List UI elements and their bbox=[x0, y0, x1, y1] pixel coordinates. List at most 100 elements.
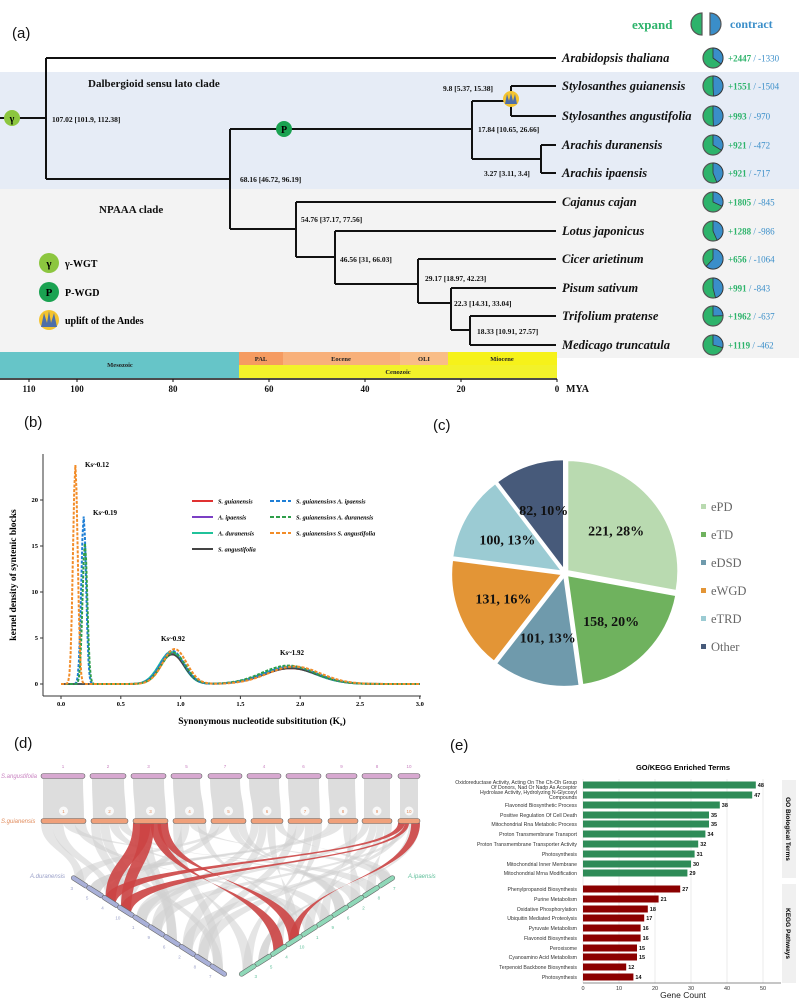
chromosome-number: 5 bbox=[86, 896, 89, 901]
taxon-row: Arabidopsis thaliana +2447 / -1330 bbox=[561, 47, 780, 69]
epoch-pal-label: PAL bbox=[255, 356, 268, 363]
node-age-arachis: 3.27 [3.11, 3.4] bbox=[484, 169, 530, 178]
pie-slice-label: 100, 13% bbox=[479, 534, 535, 549]
chromosome-bar bbox=[362, 885, 380, 898]
synteny-ribbon bbox=[92, 778, 126, 819]
time-tick-label: 20 bbox=[457, 384, 467, 394]
andes-legend-icon bbox=[39, 310, 59, 330]
gene-family-counts: +1805 / -845 bbox=[728, 198, 775, 208]
synteny-ribbon bbox=[400, 778, 418, 819]
bar-label: Purine Metabolism bbox=[534, 897, 577, 903]
bar-value: 16 bbox=[643, 936, 649, 942]
gene-family-counts: +921 / -472 bbox=[728, 141, 770, 151]
synteny-ribbon bbox=[304, 823, 385, 935]
legend-label: S. angustifolia bbox=[218, 547, 256, 554]
taxon-row: Arachis duranensis +921 / -472 bbox=[561, 134, 770, 156]
bar-label: Mitochondrial Mrna Modification bbox=[504, 871, 577, 877]
expand-count: +993 bbox=[728, 112, 747, 122]
gene-family-counts: +1551 / -1504 bbox=[728, 82, 780, 92]
legend-label: eTRD bbox=[711, 612, 742, 626]
taxon-row: Cajanus cajan +1805 / -845 bbox=[562, 191, 775, 213]
chromosome-bar bbox=[210, 818, 247, 824]
annotation-ks-192: Ks~1.92 bbox=[280, 649, 305, 657]
chromosome-number: 6 bbox=[163, 945, 166, 950]
expansion-contraction-pie-icon bbox=[702, 191, 724, 213]
gamma-legend-icon bbox=[39, 253, 59, 273]
bar-value: 16 bbox=[643, 926, 649, 932]
chromosome-bar bbox=[172, 818, 207, 824]
pie-slice-eWGD bbox=[450, 558, 565, 664]
expand-count: +1119 bbox=[728, 341, 751, 351]
genome-label: A.ipaensis bbox=[407, 874, 436, 880]
taxon-row: Trifolium pratense +1962 / -637 bbox=[562, 305, 775, 327]
bar bbox=[583, 944, 637, 952]
y-tick-label: 10 bbox=[32, 589, 39, 596]
chromosome-bar bbox=[163, 934, 181, 947]
chromosome-bar bbox=[331, 905, 349, 918]
chromosome-number: 3 bbox=[254, 974, 257, 979]
pie-slice-eTRD bbox=[451, 481, 565, 573]
chromosome-number: 4 bbox=[188, 809, 191, 814]
chromosome-bar bbox=[347, 895, 364, 908]
pie-slice-eTD bbox=[565, 573, 678, 687]
gamma-symbol: γ bbox=[9, 114, 15, 125]
taxon-row: Stylosanthes guianensis +1551 / -1504 bbox=[562, 75, 780, 97]
node-age-legumes: 68.16 [46.72, 96.19] bbox=[240, 175, 301, 184]
legend-label: S. guianensisvs S. angustifolia bbox=[296, 531, 375, 538]
chromosome-bar bbox=[285, 934, 303, 947]
pie-slice-label: 158, 20% bbox=[583, 615, 639, 630]
chromosome-number-badge bbox=[105, 806, 114, 816]
genome-A.ipaensis: A.ipaensis 7 8 2 6 9 1 10 4 5 3 bbox=[238, 874, 436, 979]
bar bbox=[583, 781, 756, 789]
genome-label: A.duranensis bbox=[29, 874, 65, 880]
epoch-oli bbox=[400, 352, 448, 365]
chromosome-number: 10 bbox=[115, 915, 121, 920]
chart-title: GO/KEGG Enriched Terms bbox=[636, 763, 730, 772]
taxon-name: Cajanus cajan bbox=[562, 195, 637, 209]
node-age-46: 46.56 [31, 66.03] bbox=[340, 255, 392, 264]
separator: / bbox=[750, 341, 757, 351]
contract-count: -717 bbox=[754, 169, 771, 179]
pie-slice-ePD bbox=[566, 459, 680, 593]
chromosome-bar bbox=[285, 773, 322, 779]
chromosome-number: 2 bbox=[362, 906, 365, 911]
synteny-ribbon bbox=[210, 778, 244, 819]
genome-S.angustifolia: S.angustifolia 1 2 3 5 7 4 6 9 8 10 bbox=[1, 764, 421, 780]
separator: / bbox=[751, 227, 758, 237]
x-tick-label: 30 bbox=[688, 986, 694, 992]
chromosome-number: 2 bbox=[108, 809, 111, 814]
expand-count: +1805 bbox=[728, 198, 752, 208]
expansion-contraction-pie-icon bbox=[702, 248, 724, 270]
legend-label: S. guianensisvs A. duranensis bbox=[296, 515, 374, 522]
chromosome-bar bbox=[71, 875, 88, 888]
clade-label-npaaa: NPAAA clade bbox=[99, 204, 163, 216]
gene-family-counts: +1119 / -462 bbox=[728, 341, 774, 351]
chromosome-number: 1 bbox=[62, 764, 65, 769]
chromosome-bar bbox=[361, 818, 393, 824]
separator: / bbox=[751, 82, 758, 92]
chromosome-number: 7 bbox=[224, 764, 227, 769]
taxon-name: Trifolium pratense bbox=[562, 309, 659, 323]
chart-legend: S. guianensis A. ipaensis A. duranensis S. … bbox=[192, 499, 375, 554]
panel-label-a: (a) bbox=[12, 25, 30, 42]
chromosome-bar bbox=[361, 773, 393, 779]
expand-count: +921 bbox=[728, 141, 747, 151]
taxon-name: Arabidopsis thaliana bbox=[561, 51, 669, 65]
bar bbox=[583, 953, 637, 961]
bar-value: 12 bbox=[628, 965, 634, 971]
annotation-ks-012: Ks~0.12 bbox=[85, 461, 110, 469]
node-age-labels: 107.02 [101.9, 112.38] 68.16 [46.72, 96.… bbox=[52, 84, 539, 336]
bar bbox=[583, 963, 627, 971]
node-age-stylosanthes: 9.8 [5.37, 15.38] bbox=[443, 84, 493, 93]
contract-count: -986 bbox=[758, 227, 775, 237]
time-tick-label: 110 bbox=[22, 384, 36, 394]
chromosome-bar bbox=[316, 915, 333, 928]
synteny-ribbon bbox=[328, 778, 356, 819]
separator: / bbox=[747, 141, 754, 151]
x-axis-title: Gene Count bbox=[660, 990, 706, 1000]
gene-family-counts: +991 / -843 bbox=[728, 284, 771, 294]
taxon-name: Cicer arietinum bbox=[562, 252, 644, 266]
bar-label: Mitochondrial Rna Metabolic Process bbox=[491, 822, 577, 828]
p-symbol: P bbox=[281, 125, 287, 136]
bar-value: 29 bbox=[689, 871, 695, 877]
